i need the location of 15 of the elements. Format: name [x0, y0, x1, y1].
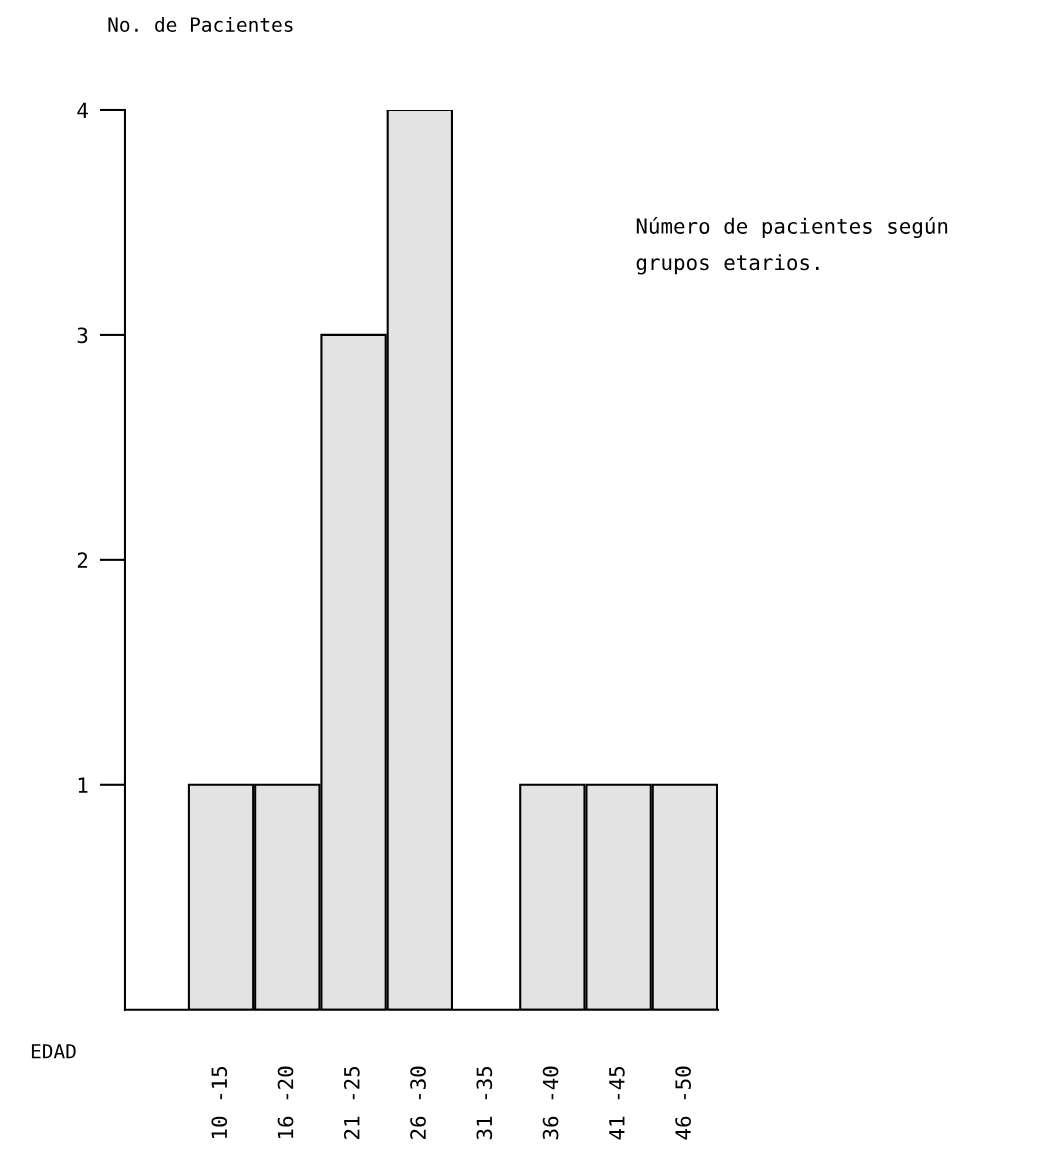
x-tick-label: 26 -30 [410, 1066, 426, 1139]
x-tick-label: 21 -25 [343, 1066, 360, 1139]
y-tick-label: 2 [77, 552, 88, 568]
y-tick-label: 4 [77, 102, 88, 118]
y-tick-label: 1 [78, 777, 88, 793]
x-tick-label: 31 -35 [476, 1066, 493, 1140]
x-tick-label: 36 -40 [542, 1066, 559, 1140]
y-tick-label: 3 [77, 327, 88, 344]
y-axis-title: No. de Pacientes [108, 16, 293, 32]
x-tick-label: 46 -50 [675, 1066, 691, 1140]
x-tick-label: 41 -45 [609, 1066, 625, 1140]
x-tick-label: 10 -15 [211, 1066, 228, 1139]
x-tick-label: 16 -20 [277, 1066, 294, 1139]
x-axis-title: EDAD [31, 1044, 76, 1059]
annotation: Número de pacientes según grupos etarios. [636, 216, 948, 275]
